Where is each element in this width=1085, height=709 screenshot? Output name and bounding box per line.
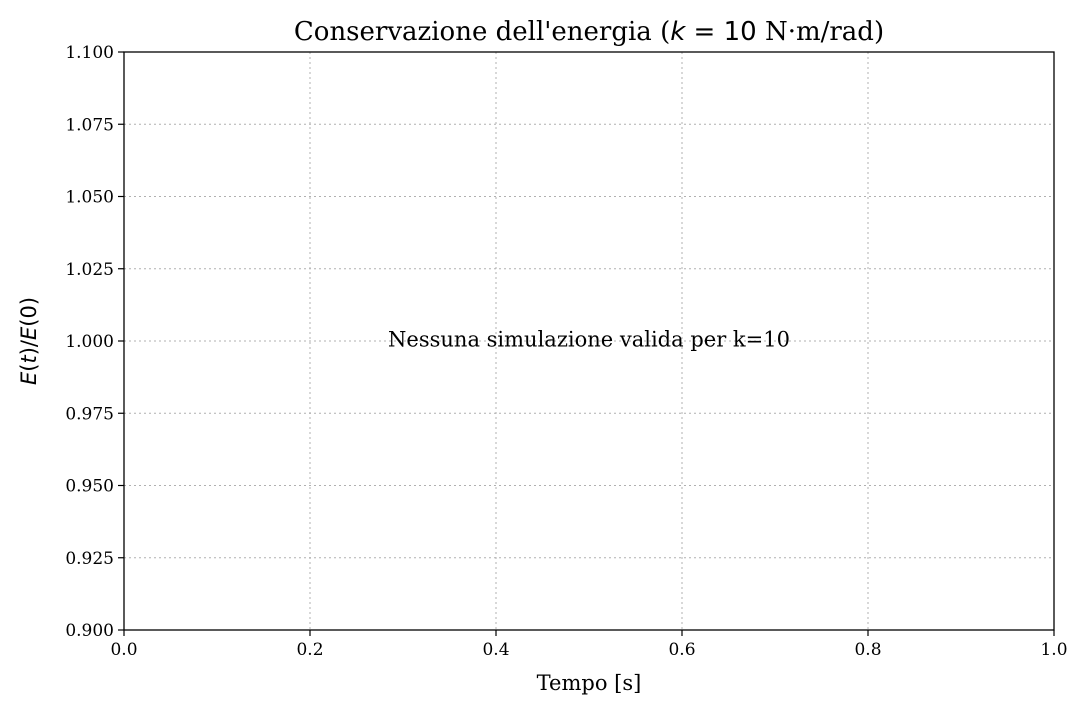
x-tick-label: 0.4	[482, 640, 509, 660]
y-tick-label: 1.050	[65, 188, 114, 208]
y-tick-label: 0.925	[65, 549, 114, 569]
chart-title: Conservazione dell'energia (k = 10 N·m/r…	[294, 17, 884, 47]
no-valid-simulation-note: Nessuna simulazione valida per k=10	[388, 328, 790, 352]
y-tick-label: 0.900	[65, 621, 114, 641]
x-tick-label: 0.2	[296, 640, 323, 660]
y-tick-label: 1.100	[65, 43, 114, 63]
x-tick-label: 1.0	[1040, 640, 1067, 660]
y-tick-label: 1.075	[65, 115, 114, 135]
x-tick-label: 0.0	[110, 640, 137, 660]
y-tick-label: 0.975	[65, 404, 114, 424]
y-axis-label: E(t)/E(0)	[17, 297, 41, 385]
y-tick-label: 1.025	[65, 260, 114, 280]
y-axis-ticks: 0.900 0.925 0.950 0.975 1.000 1.025 1.050 1.075…	[65, 43, 124, 641]
x-tick-label: 0.6	[668, 640, 695, 660]
y-tick-label: 1.000	[65, 332, 114, 352]
y-tick-label: 0.950	[65, 477, 114, 497]
x-axis-label: Tempo [s]	[537, 671, 642, 695]
x-tick-label: 0.8	[854, 640, 881, 660]
x-axis-ticks: 0.0 0.2 0.4 0.6 0.8 1.0	[110, 630, 1068, 660]
